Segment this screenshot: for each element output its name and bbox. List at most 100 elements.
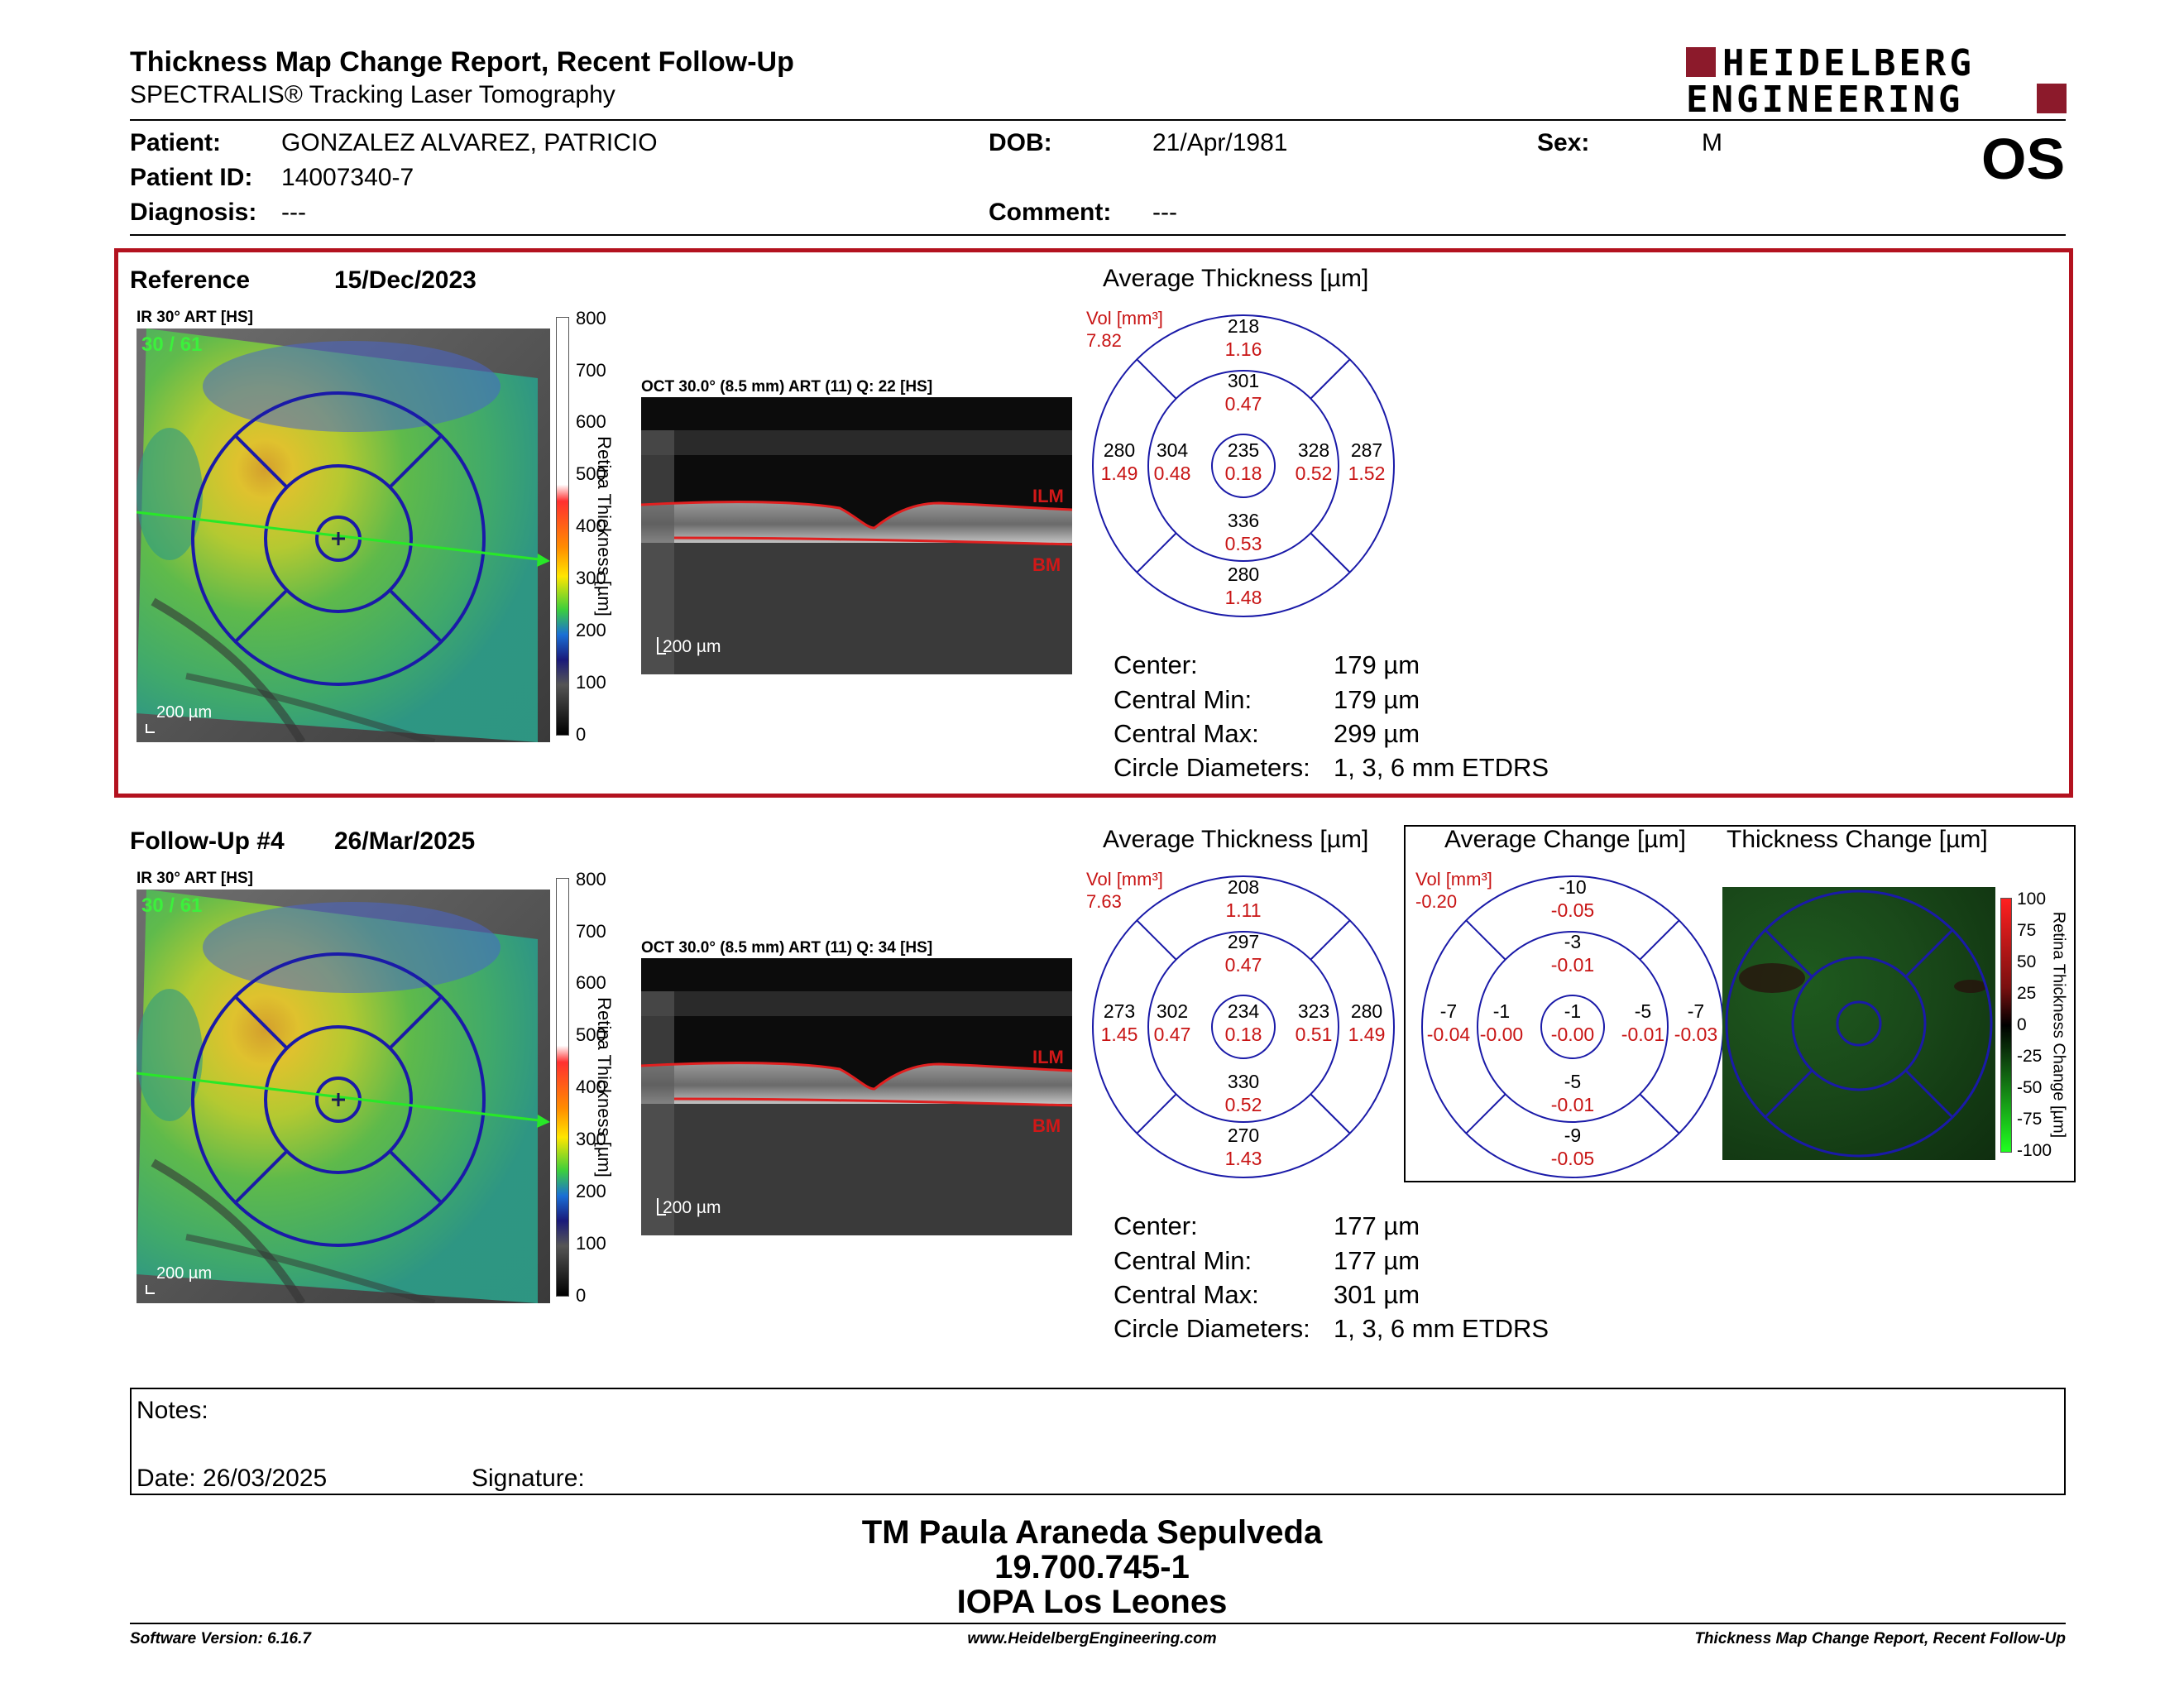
outer-temporal-thickness: 273: [1103, 1000, 1136, 1022]
inner-temporal-volume: 0.48: [1153, 463, 1191, 484]
avg-thickness-title: Average Thickness [µm]: [1103, 265, 1369, 292]
stat-value: 299 µm: [1334, 719, 1420, 748]
inner-nasal-thickness: 328: [1297, 439, 1330, 461]
followup-thickness-map-image: [136, 890, 550, 1303]
operator-id: 19.700.745-1: [994, 1549, 1190, 1585]
outer-inferior-thickness: 270: [1227, 1125, 1260, 1146]
scale-tick: 600: [576, 972, 606, 993]
scale-tick: 0: [576, 1285, 587, 1306]
ir-label: IR 30° ART [HS]: [136, 309, 253, 326]
scale-tick: 200: [576, 620, 606, 640]
scale-tick: 400: [576, 516, 606, 536]
change-scale-tick: 100: [2017, 890, 2047, 909]
patient-id-label: Patient ID:: [130, 164, 253, 191]
stat-label: Circle Diameters:: [1114, 753, 1310, 782]
scale-tick: 0: [576, 724, 587, 745]
ir-frame-counter: 30 / 61: [141, 894, 203, 917]
reference-date: 15/Dec/2023: [334, 266, 477, 294]
change-scale-tick: -25: [2017, 1047, 2043, 1066]
ilm-label: ILM: [1032, 486, 1064, 506]
reference-box: [114, 248, 2073, 798]
outer-inferior-change: -9: [1564, 1125, 1582, 1146]
oct-bscan-image: [641, 991, 1072, 1235]
outer-nasal-volume-change: -0.03: [1674, 1024, 1718, 1045]
institution-name: IOPA Los Leones: [956, 1584, 1228, 1620]
website-link[interactable]: www.HeidelbergEngineering.com: [967, 1630, 1217, 1647]
inner-nasal-thickness: 323: [1297, 1000, 1330, 1022]
scale-tick: 800: [576, 308, 606, 328]
reference-etdrs-grid: [1092, 314, 1395, 617]
inner-nasal-change: -5: [1634, 1000, 1652, 1022]
stat-value: 179 µm: [1334, 685, 1420, 714]
logo-line-1: HEIDELBERG: [1722, 42, 1975, 84]
scale-title: Retina Thickness [µm]: [594, 997, 615, 1177]
notes-box[interactable]: [130, 1388, 2066, 1495]
oct-bscan-image: [641, 430, 1072, 674]
inner-inferior-volume: 0.52: [1224, 1094, 1262, 1115]
outer-superior-volume: 1.11: [1225, 899, 1262, 921]
thickness-change-map-image: [1725, 890, 1993, 1158]
stat-label: Central Max:: [1114, 1280, 1259, 1309]
signature-label: Signature:: [472, 1465, 585, 1492]
inner-nasal-volume-change: -0.01: [1621, 1024, 1665, 1045]
reference-thickness-map-image: [136, 328, 550, 742]
vol-label: Vol [mm³]: [1086, 869, 1163, 890]
patient-label: Patient:: [130, 129, 222, 156]
scale-tick: 300: [576, 1129, 606, 1149]
patient-name: GONZALEZ ALVAREZ, PATRICIO: [281, 129, 658, 156]
inner-superior-thickness: 297: [1227, 931, 1260, 952]
sex-label: Sex:: [1537, 129, 1590, 156]
outer-inferior-volume: 1.48: [1224, 587, 1262, 608]
stat-label: Central Max:: [1114, 719, 1259, 748]
outer-superior-change: -10: [1559, 876, 1587, 898]
vol-label: Vol [mm³]: [1086, 308, 1163, 328]
patient-rule: [130, 234, 2066, 236]
center-thickness: 235: [1227, 439, 1260, 461]
reference-thickness-map: 30 / 61 200 µm: [136, 328, 550, 742]
reference-label: Reference: [130, 266, 251, 294]
scale-title: Retina Thickness [µm]: [594, 436, 615, 616]
center-thickness: 234: [1227, 1000, 1260, 1022]
scale-tick: 500: [576, 463, 606, 484]
avg-change-title: Average Change [µm]: [1444, 826, 1686, 853]
comment-label: Comment:: [989, 199, 1112, 226]
change-box: [1404, 825, 2076, 1182]
stat-value: 177 µm: [1334, 1211, 1420, 1240]
inner-superior-thickness: 301: [1227, 370, 1260, 391]
oct-scale-bar: 200 µm: [663, 637, 721, 656]
eye-laterality: OS: [1981, 127, 2066, 191]
ir-scale-bar: 200 µm: [156, 703, 213, 722]
outer-superior-thickness: 208: [1227, 876, 1260, 898]
stat-value: 1, 3, 6 mm ETDRS: [1334, 1314, 1549, 1343]
logo-line-2: ENGINEERING: [1686, 79, 1964, 121]
inner-inferior-thickness: 330: [1227, 1071, 1260, 1092]
change-scale-tick: 75: [2017, 921, 2037, 940]
scale-tick: 200: [576, 1181, 606, 1201]
change-color-scale: [2000, 898, 2012, 1153]
ir-label: IR 30° ART [HS]: [136, 870, 253, 887]
outer-temporal-volume-change: -0.04: [1426, 1024, 1471, 1045]
outer-temporal-volume: 1.45: [1100, 1024, 1138, 1045]
scale-tick: 700: [576, 921, 606, 942]
stat-label: Central Min:: [1114, 1246, 1252, 1275]
stat-value: 179 µm: [1334, 650, 1420, 679]
stat-value: 301 µm: [1334, 1280, 1420, 1309]
stat-label: Center:: [1114, 650, 1198, 679]
outer-temporal-thickness: 280: [1103, 439, 1136, 461]
scale-tick: 300: [576, 568, 606, 588]
change-scale-tick: -100: [2017, 1141, 2052, 1160]
report-subtitle: SPECTRALIS® Tracking Laser Tomography: [130, 81, 615, 108]
thickness-change-title: Thickness Change [µm]: [1727, 826, 1988, 853]
header-rule: [130, 119, 2066, 121]
inner-temporal-volume-change: -0.00: [1479, 1024, 1524, 1045]
followup-label: Follow-Up #4: [130, 827, 285, 855]
inner-inferior-thickness: 336: [1227, 510, 1260, 531]
inner-inferior-volume: 0.53: [1224, 533, 1262, 554]
diagnosis-value: ---: [281, 199, 306, 226]
outer-nasal-change: -7: [1687, 1000, 1705, 1022]
notes-date: Date: 26/03/2025: [136, 1465, 328, 1492]
ir-frame-counter: 30 / 61: [141, 333, 203, 356]
ilm-label: ILM: [1032, 1047, 1064, 1067]
center-volume-change: -0.00: [1550, 1024, 1595, 1045]
followup-thickness-map: 30 / 61 200 µm: [136, 890, 550, 1303]
